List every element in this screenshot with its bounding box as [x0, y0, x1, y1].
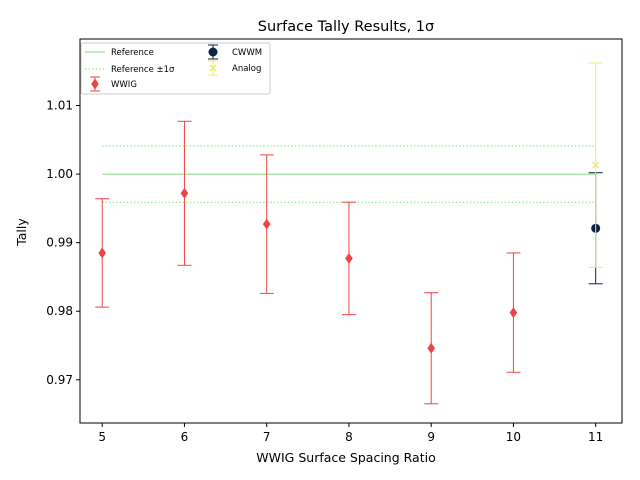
x-tick-label: 7 [263, 430, 271, 444]
data-point-wwig [262, 218, 271, 230]
data-point-wwig [180, 187, 189, 199]
y-tick-label: 1.00 [46, 167, 73, 181]
x-tick-label: 9 [427, 430, 435, 444]
data-point-wwig [345, 252, 353, 264]
legend-analog-swatch [208, 60, 218, 76]
data-point-analog-stroke-b [591, 161, 600, 169]
legend-analog-label: Analog [232, 64, 261, 74]
y-tick-label: 0.98 [46, 304, 73, 318]
legend-marker-cwwm [208, 47, 218, 57]
x-axis-label: WWIG Surface Spacing Ratio [256, 450, 435, 465]
x-tick-label: 11 [588, 430, 603, 444]
x-tick-label: 5 [98, 430, 106, 444]
legend-marker-analog-stroke-b [209, 64, 217, 72]
series-wwig [95, 120, 521, 405]
data-point-wwig [509, 307, 518, 319]
legend-reference-label: Reference [111, 48, 154, 58]
legend-cwwm-label: CWWM [232, 48, 262, 58]
legend: Reference Reference ±1σ WWIG CWWM Analog [80, 42, 271, 95]
legend-wwig-swatch [90, 76, 100, 92]
data-point-wwig [427, 342, 435, 354]
data-point-wwig [98, 247, 107, 259]
legend-band-label: Reference ±1σ [111, 65, 175, 75]
plot-area [95, 62, 603, 405]
x-tick-label: 10 [506, 430, 521, 444]
chart-title: Surface Tally Results, 1σ [258, 19, 434, 35]
x-tick-label: 8 [345, 430, 353, 444]
legend-box [80, 42, 271, 95]
data-point-analog [591, 161, 600, 169]
y-tick-label: 0.97 [46, 373, 73, 387]
plot-frame [79, 38, 623, 424]
legend-marker-wwig [91, 78, 99, 90]
y-axis-label: Tally [14, 218, 29, 247]
legend-cwwm-swatch [208, 44, 218, 60]
y-tick-label: 1.01 [46, 99, 73, 113]
x-tick-label: 6 [181, 430, 189, 444]
legend-marker-analog [209, 64, 217, 72]
legend-wwig-label: WWIG [111, 80, 137, 90]
series-analog [588, 62, 603, 268]
axes: 5 6 7 8 9 10 11 0.97 0.98 0.99 1.00 1.01 [46, 38, 623, 444]
y-tick-label: 0.99 [46, 236, 73, 250]
